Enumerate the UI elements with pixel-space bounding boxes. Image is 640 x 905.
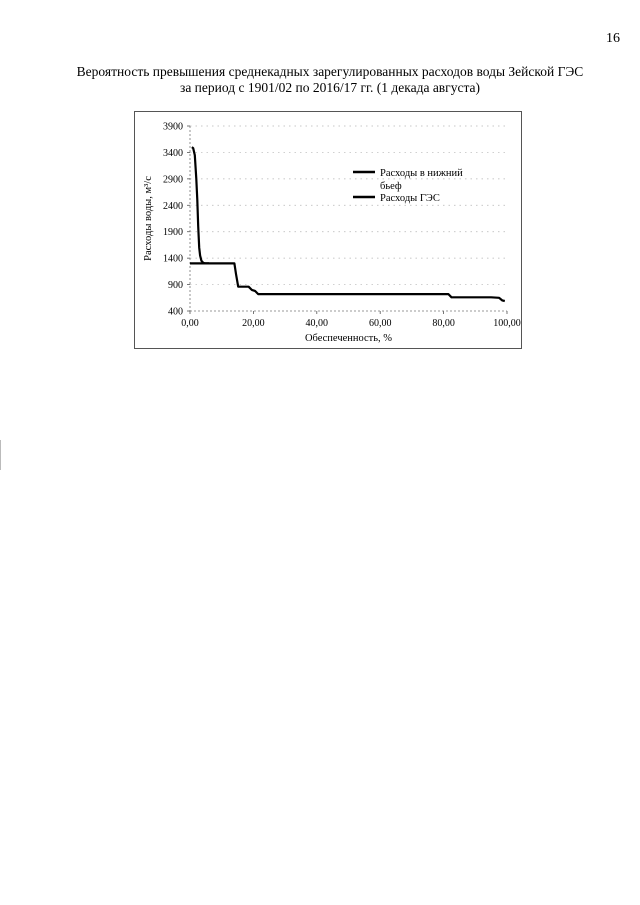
x-tick-label: 0,00 <box>181 318 199 329</box>
y-tick-label: 400 <box>168 307 183 318</box>
chart-title: Вероятность превышения среднекадных заре… <box>40 64 620 96</box>
title-line-2: за период с 1901/02 по 2016/17 гг. (1 де… <box>179 80 481 95</box>
y-tick-label: 3900 <box>163 122 183 133</box>
y-axis-title: Расходы воды, м³/с <box>143 176 154 261</box>
grid-layer <box>190 125 507 285</box>
y-tick-label: 900 <box>168 280 183 291</box>
y-tick-label: 3400 <box>163 148 183 159</box>
x-tick-label: 80,00 <box>432 318 455 329</box>
page-number: 16 <box>606 31 620 46</box>
x-axis-title: Обеспеченность, % <box>305 333 392 344</box>
legend-label-2: Расходы ГЭС <box>380 193 440 204</box>
y-tick-label: 1400 <box>163 254 183 265</box>
x-tick-label: 100,00 <box>493 318 521 329</box>
chart-frame: 400 900 1400 1900 2400 2900 3400 3900 0,00 20,00 4… <box>134 111 522 349</box>
axis-layer: 400 900 1400 1900 2400 2900 3400 3900 0,00 20,00 4… <box>163 122 521 330</box>
chart-svg: 400 900 1400 1900 2400 2900 3400 3900 0,00 20,00 4… <box>143 122 521 345</box>
legend-label-1: Расходы в нижний бьеф <box>380 168 463 192</box>
series-line-1 <box>190 262 506 303</box>
y-tick-label: 2400 <box>163 201 183 212</box>
y-tick-label: 2900 <box>163 174 183 185</box>
y-tick-label: 1900 <box>163 227 183 238</box>
title-line-1: Вероятность превышения среднекадных заре… <box>76 64 584 79</box>
series-layer <box>190 146 506 303</box>
scan-edge-mark <box>0 440 1 470</box>
series-line-2 <box>191 146 209 265</box>
x-tick-label: 60,00 <box>369 318 392 329</box>
x-tick-label: 40,00 <box>306 318 329 329</box>
x-tick-label: 20,00 <box>242 318 265 329</box>
